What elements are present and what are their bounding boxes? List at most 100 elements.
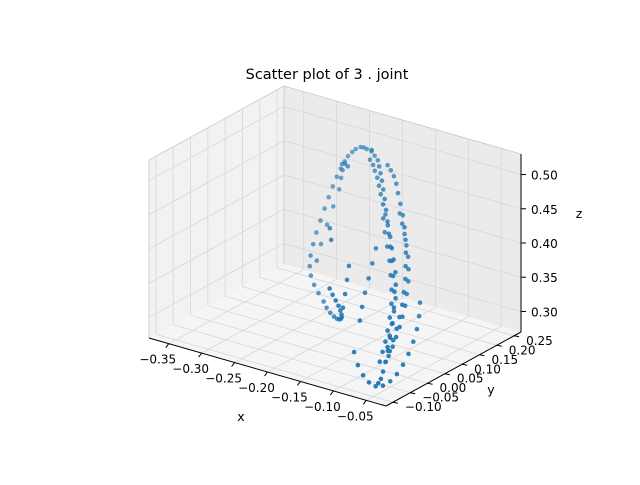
scatter-point (346, 263, 352, 269)
axes-panes (149, 86, 521, 406)
scatter-point (394, 181, 399, 187)
scatter-point (322, 206, 327, 211)
grid-line (283, 243, 522, 312)
scatter-point (345, 164, 351, 169)
x-tick-label: −0.10 (304, 400, 341, 414)
scatter-point (366, 276, 371, 281)
grid-line (225, 295, 463, 365)
scatter-point (393, 296, 398, 301)
scatter-point (385, 223, 391, 228)
scatter-point (333, 298, 339, 303)
scatter-point (393, 270, 398, 275)
scatter-point (404, 243, 409, 248)
scatter-point (401, 289, 407, 295)
grid-line (283, 106, 522, 175)
scatter-point (314, 230, 319, 235)
scatter-point (402, 225, 407, 230)
scatter-point (308, 253, 313, 258)
scatter-point (349, 149, 355, 155)
scatter-point (326, 194, 332, 200)
chart-title: Scatter plot of 3 . joint (246, 67, 409, 83)
y-tick (462, 363, 468, 366)
scatter-point (386, 353, 391, 359)
grid-line (234, 288, 370, 363)
scatter-point (403, 263, 408, 269)
z-tick-label: 0.30 (531, 305, 558, 319)
scatter-point (390, 273, 396, 279)
grid-line (366, 325, 502, 401)
scatter-point (405, 254, 411, 260)
scatter-point (321, 299, 326, 304)
scatter-point (390, 337, 396, 343)
x-tick-label: −0.05 (337, 409, 374, 423)
grid-line (201, 278, 337, 354)
grid-line (148, 243, 285, 318)
scatter-point (355, 362, 361, 368)
scatter-point (375, 158, 381, 163)
scatter-point (357, 318, 363, 323)
y-tick (496, 344, 502, 347)
scatter-point (318, 241, 324, 247)
grid-line (283, 208, 522, 278)
y-tick (479, 354, 485, 357)
scatter-point (310, 241, 316, 247)
x-tick (231, 362, 235, 367)
z-tick-label: 0.40 (531, 237, 558, 251)
scatter-point (403, 237, 408, 243)
scatter-point (380, 216, 386, 221)
scatter-point (373, 246, 379, 251)
scatter-point (395, 190, 401, 196)
y-tick-label: 0.15 (491, 353, 518, 367)
y-axis-label: y (487, 382, 495, 397)
z-tick-label: 0.45 (531, 203, 558, 217)
scatter-point (416, 313, 422, 319)
grid-line (283, 140, 522, 210)
y-tick-label: 0.00 (440, 381, 467, 395)
scatter-point (393, 282, 399, 288)
scatter-point (403, 276, 408, 282)
y-tick-label: 0.20 (509, 343, 536, 357)
scatter-point (330, 184, 336, 189)
scatter-point (379, 178, 385, 183)
scatter-point (380, 202, 386, 207)
scatter-point (385, 162, 390, 168)
y-tick (513, 335, 520, 338)
scatter-point (375, 175, 380, 180)
scatter-point (398, 201, 403, 207)
scatter-point (316, 290, 321, 296)
scatter-point (414, 326, 420, 332)
y-tick-label: −0.05 (422, 391, 459, 405)
scatter-point (324, 222, 330, 227)
grid-line (155, 333, 394, 403)
scatter-point (406, 266, 411, 272)
grid-line (190, 314, 428, 384)
x-axis: −0.35−0.30−0.25−0.20−0.15−0.10−0.05 (139, 337, 387, 423)
scatter-point (318, 218, 323, 223)
scatter-point (390, 344, 396, 350)
z-axis: 0.30 0.35 0.40 0.45 0.50 (520, 154, 558, 332)
scatter-point (385, 348, 391, 354)
scatter-point (381, 187, 386, 192)
scatter-point (391, 173, 397, 179)
scatter-point (382, 196, 388, 202)
scatter-point (364, 146, 370, 152)
scatter-point (406, 351, 411, 357)
scatter-point (336, 303, 341, 309)
scatter-point (362, 290, 368, 296)
scatter-point (328, 310, 333, 316)
x-tick (297, 381, 301, 386)
scatter-point (385, 344, 390, 350)
y-tick-label: 0.10 (474, 362, 501, 376)
scatter-point (378, 170, 383, 176)
scatter-point (330, 292, 335, 298)
scatter-point (378, 376, 384, 382)
grid-line (259, 276, 497, 346)
scatter-point (400, 362, 406, 368)
scatter-point (391, 305, 397, 310)
x-tick-label: −0.25 (205, 372, 242, 386)
scatter-point (383, 339, 388, 344)
y-tick (410, 392, 416, 395)
scatter-point (373, 384, 378, 389)
